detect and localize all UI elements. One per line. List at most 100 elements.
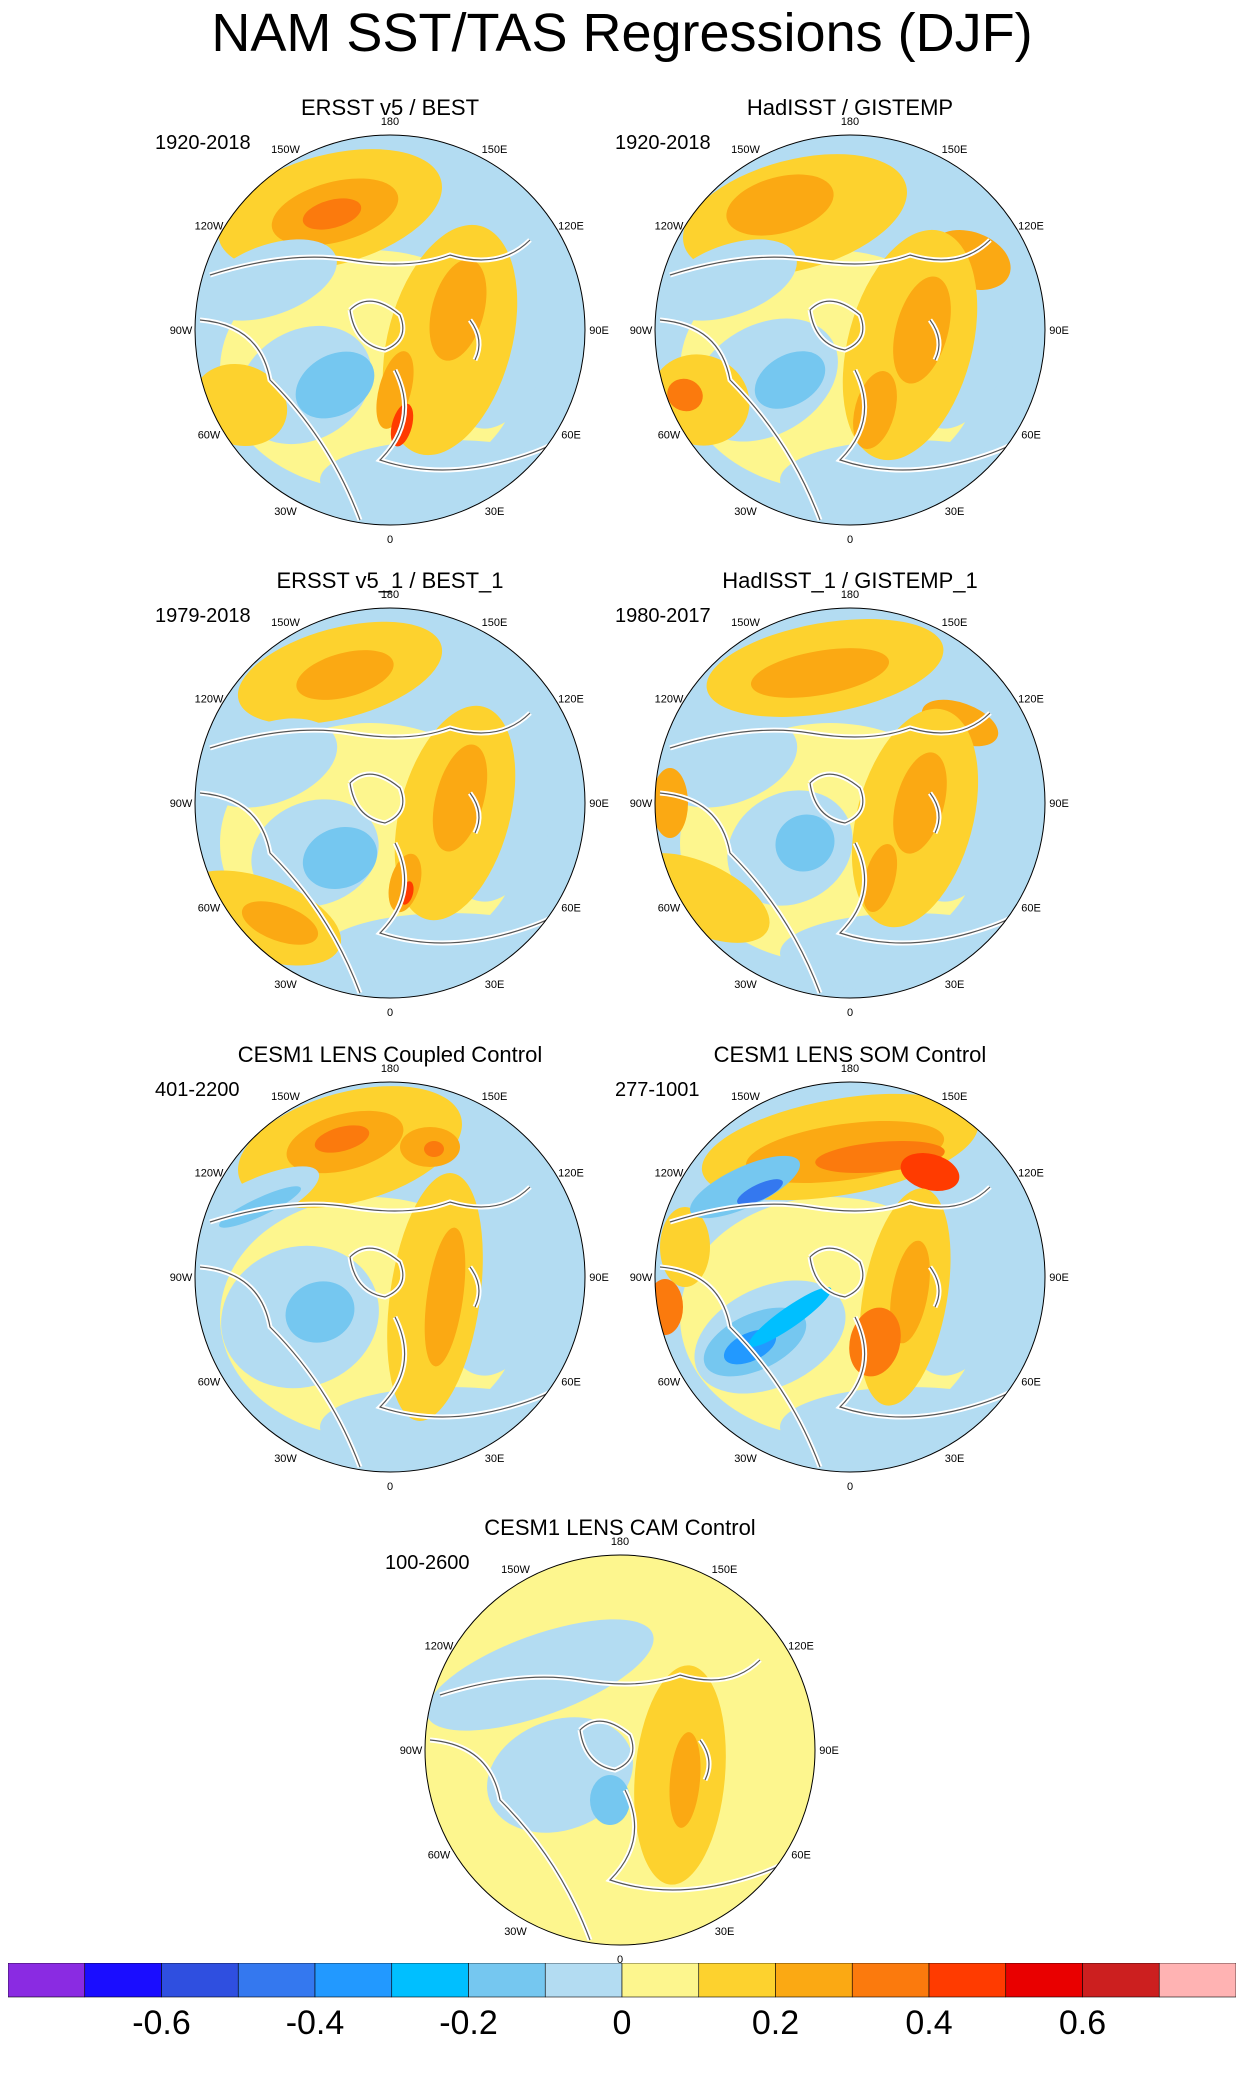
- colorbar-swatch: [1082, 1963, 1160, 1998]
- longitude-label: 60W: [428, 1850, 451, 1862]
- panel-title: CESM1 LENS Coupled Control: [237, 1042, 543, 1067]
- polar-map: 180 150E 120E 90E 60E 30E 0 30W 60W 90W 120W 150W: [630, 116, 1069, 546]
- anomaly-contour: [302, 826, 378, 890]
- longitude-label: 60E: [1021, 903, 1041, 915]
- longitude-label: 60W: [198, 903, 221, 915]
- longitude-label: 90W: [170, 325, 193, 337]
- anomaly-contour: [737, 1179, 783, 1205]
- anomaly-contour: [432, 744, 488, 852]
- colorbar-swatch: [391, 1963, 469, 1998]
- anomaly-contour: [748, 1287, 832, 1347]
- map-boundary: [194, 607, 586, 999]
- colorbar-swatch: [314, 1963, 393, 1998]
- anomaly-contour: [241, 901, 319, 945]
- colorbar-tick-label: 0: [612, 2004, 632, 2042]
- longitude-label: 0: [847, 534, 853, 546]
- longitude-label: 0: [387, 1007, 393, 1019]
- longitude-label: 30W: [504, 1926, 527, 1938]
- anomaly-contour: [424, 1227, 466, 1367]
- colorbar-swatch: [161, 1963, 239, 1998]
- map-boundary: [194, 134, 586, 526]
- coastline: [809, 1247, 864, 1298]
- longitude-label: 150E: [712, 1564, 738, 1576]
- panel-title: CESM1 LENS CAM Control: [484, 1515, 756, 1540]
- longitude-label: 90E: [1049, 325, 1069, 337]
- coastline: [469, 319, 480, 361]
- panel-period: 1980-2017: [615, 605, 711, 627]
- longitude-label: 150E: [482, 1091, 508, 1103]
- colorbar-swatch: [851, 1963, 930, 1998]
- anomaly-field: [655, 135, 1045, 525]
- anomaly-contour: [754, 351, 826, 409]
- panel-period: 1920-2018: [155, 132, 251, 154]
- coastline: [669, 239, 991, 276]
- map-boundary: [654, 607, 1046, 999]
- longitude-label: 90W: [170, 798, 193, 810]
- longitude-label: 150W: [731, 144, 760, 156]
- colorbar-tick-label: 0.2: [751, 2004, 800, 2042]
- coastline: [669, 712, 991, 749]
- anomaly-contour: [667, 378, 703, 412]
- longitude-label: 120W: [195, 221, 224, 233]
- longitude-label: 150W: [731, 617, 760, 629]
- colorbar-swatch: [237, 1963, 316, 1998]
- coastline: [579, 1720, 634, 1771]
- anomaly-contour: [302, 198, 362, 230]
- longitude-label: 150E: [942, 1091, 968, 1103]
- anomaly-contour: [429, 259, 487, 361]
- coastline: [199, 319, 361, 521]
- anomaly-contour: [314, 1125, 370, 1153]
- anomaly-contour: [893, 752, 947, 854]
- colorbar-swatch: [928, 1963, 1007, 1998]
- longitude-label: 30E: [715, 1926, 735, 1938]
- anomaly-field: [655, 1082, 1045, 1472]
- longitude-label: 60E: [561, 1377, 581, 1389]
- longitude-label: 0: [387, 534, 393, 546]
- longitude-label: 120E: [558, 221, 584, 233]
- coastline: [199, 792, 361, 994]
- longitude-label: 30E: [945, 506, 965, 518]
- colorbar-tick-label: 0.4: [905, 2004, 953, 2042]
- anomaly-contour: [689, 1155, 801, 1219]
- coastline: [809, 773, 864, 824]
- anomaly-field: [195, 608, 585, 998]
- longitude-label: 0: [617, 1954, 623, 1966]
- longitude-label: 0: [387, 1481, 393, 1493]
- longitude-label: 120E: [558, 694, 584, 706]
- longitude-label: 0: [847, 1007, 853, 1019]
- coastline: [699, 1739, 710, 1781]
- longitude-label: 120E: [1018, 1168, 1044, 1180]
- longitude-label: 30E: [485, 506, 505, 518]
- longitude-label: 30W: [734, 1453, 757, 1465]
- longitude-label: 60W: [198, 1377, 221, 1389]
- longitude-label: 90W: [630, 325, 653, 337]
- longitude-label: 150W: [731, 1091, 760, 1103]
- longitude-label: 120W: [655, 694, 684, 706]
- coastline: [659, 319, 821, 521]
- anomaly-contour: [424, 1141, 444, 1157]
- coastline: [439, 1659, 761, 1696]
- longitude-label: 120W: [655, 1168, 684, 1180]
- coastline: [469, 792, 480, 834]
- longitude-label: 150E: [482, 144, 508, 156]
- polar-map: 180 150E 120E 90E 60E 30E 0 30W 60W 90W 120W 150W: [630, 589, 1069, 1019]
- longitude-label: 180: [381, 116, 399, 128]
- colorbar: [8, 1963, 1236, 1998]
- polar-map: 180 150E 120E 90E 60E 30E 0 30W 60W 90W 120W 150W: [170, 1063, 609, 1493]
- coastline: [469, 1266, 480, 1308]
- longitude-label: 30E: [485, 979, 505, 991]
- longitude-label: 30W: [734, 979, 757, 991]
- coastline: [929, 792, 940, 834]
- map-panel: ERSST v5_1 / BEST_1 1979-2018 180 150E 120E 9…: [155, 568, 625, 1019]
- longitude-label: 60E: [791, 1850, 811, 1862]
- map-panel: CESM1 LENS SOM Control 277-1001 180 150E 120…: [615, 1042, 1085, 1493]
- anomaly-contour: [890, 1240, 930, 1344]
- longitude-label: 180: [841, 116, 859, 128]
- anomaly-field: [425, 1555, 815, 1945]
- anomaly-contour: [750, 648, 890, 698]
- map-panel: ERSST v5 / BEST 1920-2018 180 150E 120E 90E 60…: [155, 95, 625, 546]
- coastline: [659, 1266, 821, 1468]
- map-boundary: [194, 1081, 586, 1473]
- longitude-label: 150W: [271, 144, 300, 156]
- longitude-label: 150W: [271, 617, 300, 629]
